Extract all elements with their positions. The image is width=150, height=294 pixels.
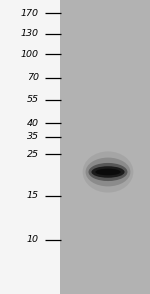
Ellipse shape bbox=[88, 163, 128, 181]
Ellipse shape bbox=[83, 151, 133, 193]
Bar bbox=[0, 0, 60, 294]
Text: 130: 130 bbox=[21, 29, 39, 38]
Bar bbox=[60, 0, 150, 294]
Ellipse shape bbox=[95, 169, 121, 175]
Text: 70: 70 bbox=[27, 74, 39, 82]
Ellipse shape bbox=[92, 166, 125, 178]
Text: 10: 10 bbox=[27, 235, 39, 244]
Text: 15: 15 bbox=[27, 191, 39, 200]
Text: 55: 55 bbox=[27, 96, 39, 104]
Text: 100: 100 bbox=[21, 50, 39, 59]
Text: 40: 40 bbox=[27, 119, 39, 128]
Text: 35: 35 bbox=[27, 132, 39, 141]
Ellipse shape bbox=[85, 158, 130, 186]
Text: 170: 170 bbox=[21, 9, 39, 18]
Text: 25: 25 bbox=[27, 150, 39, 159]
